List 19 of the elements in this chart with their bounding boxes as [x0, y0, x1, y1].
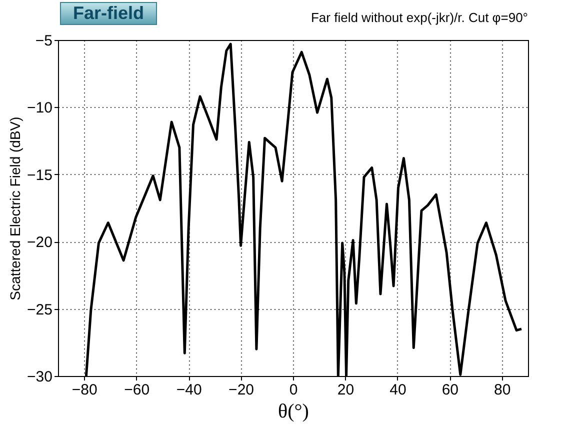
y-tick-label: −30: [27, 368, 52, 386]
y-axis-title: Scattered Electric Field (dBV): [7, 116, 24, 300]
x-tick-label: −20: [228, 382, 254, 398]
x-tick-label: −60: [124, 382, 150, 398]
x-tick-label: 60: [442, 382, 459, 398]
x-tick-label: 80: [494, 382, 511, 398]
y-tick-label: −20: [27, 234, 52, 252]
x-tick-label: 20: [337, 382, 354, 398]
text: Far-field: [60, 2, 158, 25]
x-tick-label: −40: [176, 382, 202, 398]
x-tick-label: 40: [390, 382, 406, 398]
x-tick-label: 0: [289, 382, 298, 398]
y-tick-label: −5: [35, 32, 52, 50]
x-tick-label: −80: [72, 382, 98, 398]
y-tick-label: −15: [27, 166, 52, 184]
y-tick-label: −10: [27, 100, 52, 117]
chart-title: Far field without exp(-jkr)/r. Cut φ=90°: [310, 10, 528, 25]
y-tick-label: −25: [27, 301, 52, 318]
x-axis-title: θ(°): [278, 400, 309, 422]
